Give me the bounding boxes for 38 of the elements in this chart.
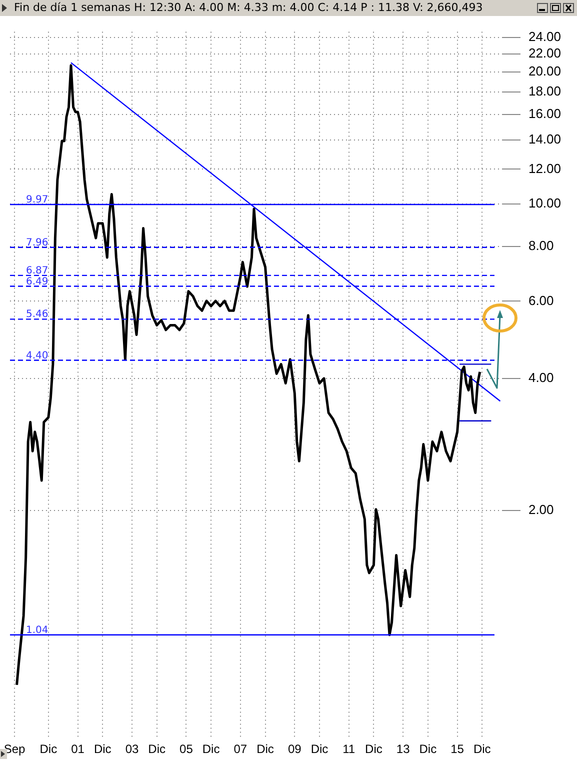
y-tick-label: 10.00 — [528, 196, 562, 211]
y-tick-label: 2.00 — [528, 502, 554, 517]
ref-line-label: 7.96 — [26, 237, 48, 248]
ref-line-label: 9.97 — [26, 194, 48, 206]
ref-line-label: 6.49 — [26, 276, 48, 288]
y-tick-label: 6.00 — [528, 292, 554, 308]
x-tick-label: Dic — [473, 742, 491, 756]
x-tick-label: Dic — [310, 742, 328, 756]
ref-line-label: 1.04 — [26, 624, 48, 636]
ref-line-label: 4.40 — [26, 350, 48, 362]
x-tick-label: Dic — [365, 742, 382, 756]
x-tick-label: Dic — [148, 742, 166, 756]
chart-title: Fin de día 1 semanas H: 12:30 A: 4.00 M: 4.33 m: 4.00 C: 4.14 P : 11.38 V: 2,660,493 — [14, 0, 483, 16]
x-tick-label: 09 — [288, 742, 302, 756]
y-tick-label: 24.00 — [528, 28, 562, 44]
y-tick-label: 22.00 — [528, 45, 562, 60]
x-tick-label: 11 — [342, 742, 356, 756]
ref-line-label: 5.46 — [26, 309, 48, 320]
ref-line-label: 6.87 — [26, 265, 48, 276]
x-tick-label: 13 — [396, 742, 410, 756]
y-tick-label: 18.00 — [528, 84, 562, 99]
y-tick-label: 20.00 — [528, 64, 562, 79]
x-tick-label: 05 — [180, 742, 194, 756]
y-tick-label: 8.00 — [528, 238, 554, 254]
x-tick-label: Dic — [202, 742, 220, 756]
x-tick-label: 07 — [234, 742, 248, 756]
x-tick-label: Sep — [4, 742, 26, 756]
y-tick-label: 14.00 — [528, 131, 562, 146]
y-tick-label: 16.00 — [528, 106, 562, 122]
x-tick-label: Dic — [94, 742, 112, 756]
x-tick-label: Dic — [419, 742, 437, 756]
x-tick-label: 01 — [71, 742, 85, 756]
x-tick-label: Dic — [40, 742, 58, 756]
x-tick-label: 03 — [125, 742, 139, 756]
x-tick-label: 15 — [450, 742, 464, 756]
x-tick-label: Dic — [256, 742, 274, 756]
y-tick-label: 12.00 — [528, 160, 562, 176]
y-tick-label: 4.00 — [528, 370, 554, 385]
